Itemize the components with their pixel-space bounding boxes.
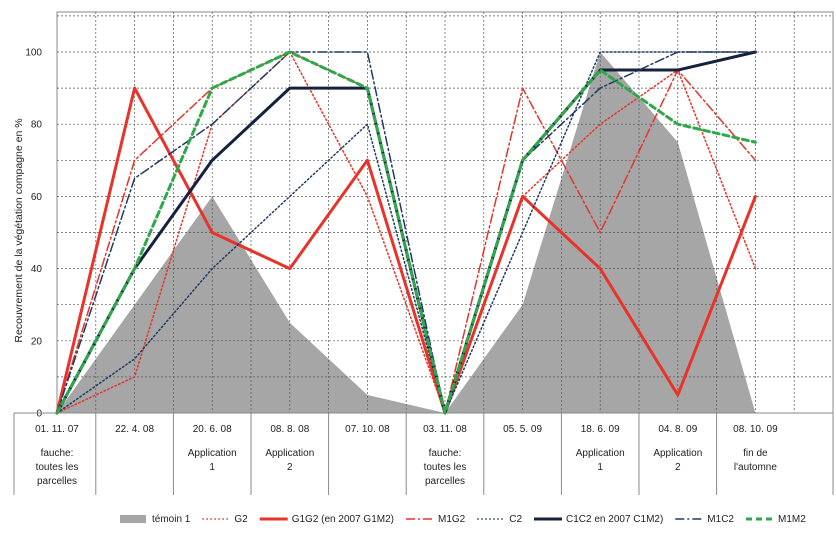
legend-layer: témoin 1 G2 G1G2 (en 2007 G1M2) M1G2 C2 C1C2 …	[120, 514, 806, 525]
grid-layer	[56, 11, 834, 414]
x-annotation: parcelles	[37, 476, 77, 487]
x-annotation: Application	[653, 448, 702, 459]
x-tick-label: 20. 6. 08	[193, 424, 232, 435]
legend-item: M1G2	[405, 514, 466, 525]
x-tick-label: 07. 10. 08	[345, 424, 390, 435]
line-layer	[55, 50, 757, 415]
legend-item: témoin 1	[120, 514, 191, 525]
x-annotation: fin de	[743, 448, 768, 459]
legend-label: G2	[234, 514, 248, 525]
x-annotation: fauche:	[41, 448, 74, 459]
legend-item: G2	[202, 514, 248, 525]
x-annotation: Application	[188, 448, 237, 459]
x-annotation: toutes les	[36, 462, 79, 473]
axis-layer: 0 20 40 60 80 100 Recouvrement de la végétatio…	[13, 48, 834, 495]
legend-label: M1G2	[438, 514, 466, 525]
y-tick-label: 60	[31, 192, 43, 203]
x-annotation: 1	[209, 462, 215, 473]
series-line-4	[56, 51, 757, 414]
x-tick-label: 04. 8. 09	[658, 424, 697, 435]
x-annotation: toutes les	[424, 462, 467, 473]
legend-item: G1G2 (en 2007 G1M2)	[259, 514, 394, 525]
y-tick-label: 100	[25, 48, 42, 59]
legend-label: C2	[509, 514, 522, 525]
legend-item: C1C2 en 2007 C1M2)	[534, 514, 663, 525]
x-annotation: fauche:	[429, 448, 462, 459]
x-annotation: parcelles	[425, 476, 465, 487]
y-tick-label: 20	[31, 336, 43, 347]
legend-item: M1M2	[745, 514, 806, 525]
x-tick-label: 18. 6. 09	[581, 424, 620, 435]
x-annotation: 2	[675, 462, 681, 473]
x-annotation: l'automne	[734, 462, 777, 473]
legend-item: C2	[477, 514, 522, 525]
x-tick-label: 03. 11. 08	[423, 424, 467, 435]
series-line-2	[55, 86, 757, 415]
x-annotation: Application	[576, 448, 625, 459]
x-annotation: 2	[287, 462, 293, 473]
y-tick-label: 40	[31, 264, 43, 275]
y-axis-label: Recouvrement de la végétation compagne e…	[13, 118, 25, 342]
legend-label: témoin 1	[152, 514, 191, 525]
legend-label: M1C2	[707, 514, 734, 525]
series-line-7	[55, 50, 757, 415]
x-tick-label: 22. 4. 08	[115, 424, 154, 435]
x-annotation: 1	[597, 462, 603, 473]
series-line-6	[56, 51, 757, 414]
legend-swatch	[120, 515, 146, 523]
legend-item: M1C2	[675, 514, 734, 525]
legend-label: M1M2	[778, 514, 806, 525]
x-annotation: Application	[265, 448, 314, 459]
x-tick-label: 01. 11. 07	[35, 424, 79, 435]
x-tick-label: 08. 8. 08	[270, 424, 309, 435]
legend-label: G1G2 (en 2007 G1M2)	[292, 514, 394, 525]
legend-label: C1C2 en 2007 C1M2)	[566, 514, 663, 525]
y-tick-label: 80	[31, 120, 43, 131]
x-tick-label: 08. 10. 09	[733, 424, 778, 435]
x-tick-label: 05. 5. 09	[503, 424, 542, 435]
y-tick-label: 0	[36, 409, 42, 420]
